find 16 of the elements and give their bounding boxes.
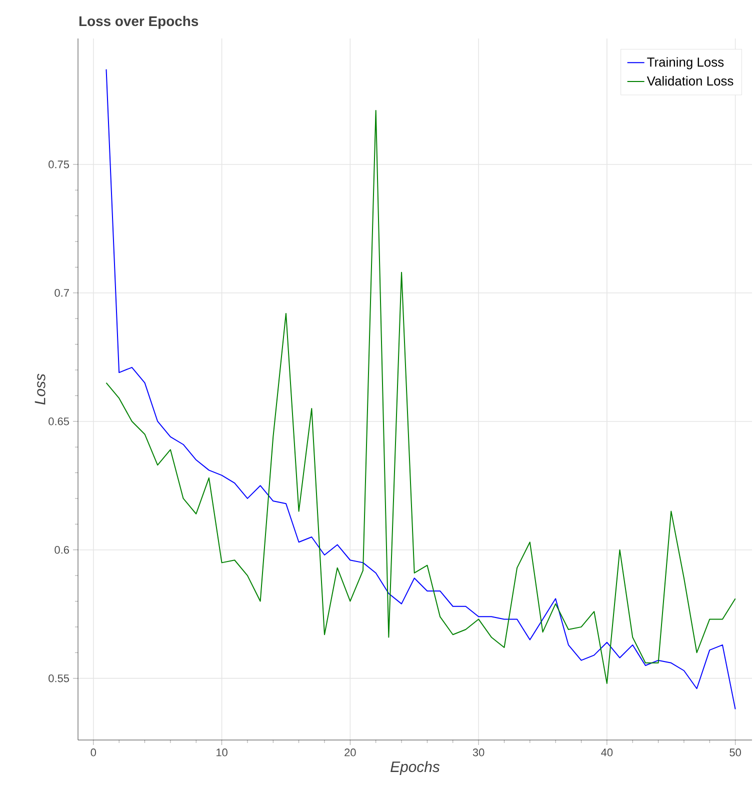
x-axis-title: Epochs (390, 761, 440, 776)
x-tick-label: 30 (472, 748, 484, 756)
x-tick-label: 20 (344, 748, 356, 756)
y-tick-label: 0.55 (48, 674, 70, 682)
y-tick-label: 0.75 (48, 160, 70, 168)
y-tick-label: 0.7 (54, 289, 69, 297)
x-tick-label: 0 (90, 748, 96, 756)
legend-label: Training Loss (647, 57, 724, 70)
y-axis-title: Loss (34, 374, 46, 405)
y-tick-label: 0.65 (48, 417, 70, 426)
y-tick-label: 0.6 (54, 546, 69, 554)
x-tick-label: 40 (601, 748, 613, 756)
legend-label: Validation Loss (646, 76, 734, 86)
x-tick-label: 50 (730, 748, 741, 756)
chart-title: Loss over Epochs (79, 16, 198, 29)
x-tick-label: 10 (216, 748, 228, 756)
